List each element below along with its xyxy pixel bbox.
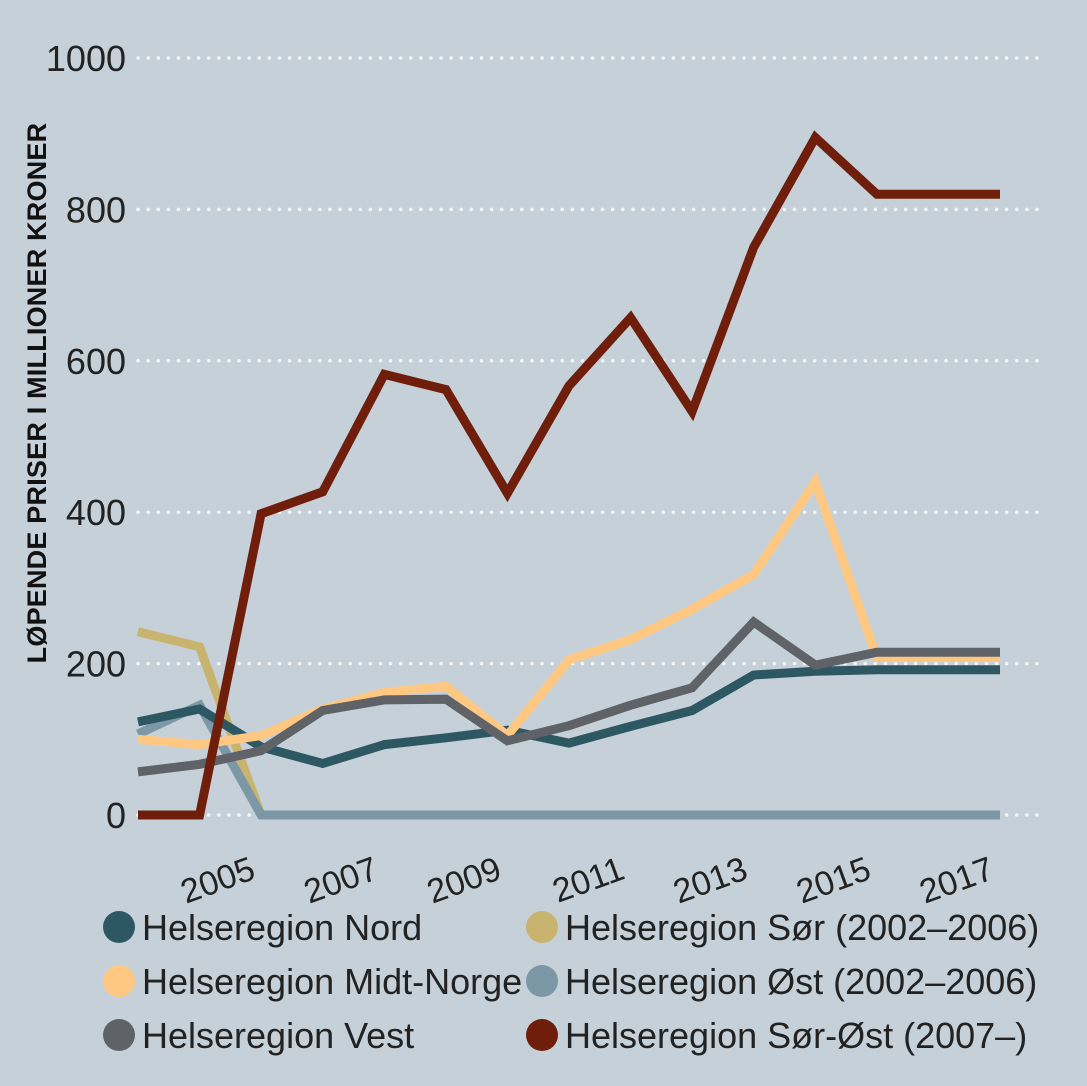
- y-tick-label: 0: [106, 795, 126, 836]
- series-line-1: [136, 699, 1000, 820]
- x-tick-label: 2013: [668, 850, 752, 912]
- grid-layer: [136, 56, 1047, 817]
- x-tick-label: 2005: [176, 850, 260, 912]
- y-tick-label: 400: [66, 492, 126, 533]
- legend-swatch: [103, 911, 135, 943]
- legend-swatch: [526, 1019, 558, 1051]
- x-axis-ticks: 2005 2007 2009 2011 2013 2015 2017: [176, 850, 999, 912]
- legend-label: Helseregion Nord: [142, 907, 422, 948]
- legend-label: Helseregion Vest: [142, 1015, 414, 1056]
- series-layer: [136, 130, 1000, 820]
- y-tick-label: 600: [66, 341, 126, 382]
- y-axis-label: LØPENDE PRISER I MILLIONER KRONER: [22, 123, 52, 664]
- legend-swatch: [526, 965, 558, 997]
- x-tick-label: 2015: [792, 850, 876, 912]
- legend-swatch: [103, 965, 135, 997]
- legend-label: Helseregion Midt-Norge: [142, 961, 522, 1002]
- y-tick-label: 200: [66, 644, 126, 685]
- x-tick-label: 2017: [915, 850, 999, 912]
- series-line-4: [137, 616, 1000, 777]
- series-line-2: [137, 665, 1000, 769]
- legend-label: Helseregion Sør (2002–2006): [565, 907, 1039, 948]
- legend-swatch: [526, 911, 558, 943]
- legend: Helseregion Nord Helseregion Sør (2002–20…: [103, 907, 1039, 1056]
- y-tick-label: 1000: [46, 38, 126, 79]
- x-tick-label: 2009: [422, 850, 506, 912]
- series-line-3: [137, 471, 1000, 750]
- y-tick-label: 800: [66, 189, 126, 230]
- series-line-5: [138, 130, 1000, 820]
- x-tick-label: 2007: [299, 850, 383, 912]
- y-axis-ticks: 0 200 400 600 800 1000: [46, 38, 126, 836]
- legend-label: Helseregion Sør-Øst (2007–): [565, 1015, 1027, 1056]
- legend-swatch: [103, 1019, 135, 1051]
- x-tick-label: 2011: [548, 850, 630, 911]
- legend-label: Helseregion Øst (2002–2006): [565, 961, 1037, 1002]
